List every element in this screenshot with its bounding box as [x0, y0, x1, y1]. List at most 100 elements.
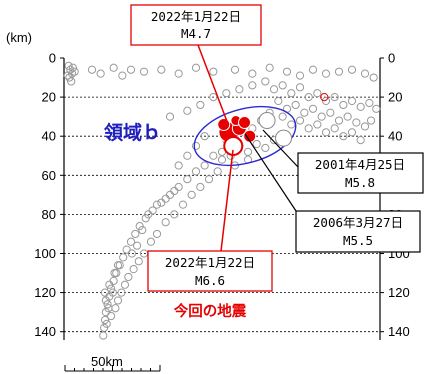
- hypocenter-point: [317, 112, 326, 121]
- callout-line-2006: [244, 133, 297, 212]
- hypocenter-point: [68, 63, 78, 72]
- hypocenter-point: [230, 65, 240, 74]
- hypocenter-point: [308, 104, 318, 113]
- y-tick-label-left: 0: [49, 51, 56, 66]
- hypocenter-point: [113, 296, 123, 305]
- hypocenter-point: [170, 210, 179, 219]
- hypocenter-point: [282, 67, 292, 76]
- annotation-m66-mag: M6.6: [195, 273, 225, 288]
- hypocenter-point: [126, 65, 136, 74]
- hypocenter-point: [117, 288, 126, 297]
- hypocenter-point-red: [320, 93, 329, 102]
- hypocenter-point: [321, 69, 331, 78]
- annotation-2006-mag: M5.5: [343, 233, 373, 248]
- hypocenter-point: [313, 120, 322, 129]
- hypocenter-point: [70, 67, 79, 76]
- hypocenter-point: [96, 69, 105, 78]
- hypocenter-point: [269, 85, 279, 94]
- hypocenter-point: [106, 311, 116, 321]
- annotation-2001-mag: M5.8: [345, 175, 375, 190]
- y-tick-label-left: 20: [42, 90, 56, 105]
- annotation-2022-m47: 2022年1月22日 M4.7: [130, 4, 262, 46]
- y-tick-label-right: 20: [388, 90, 402, 105]
- hypocenter-point: [356, 102, 365, 111]
- annotation-m47-date: 2022年1月22日: [151, 9, 241, 24]
- scale-bar: 50km: [64, 354, 161, 372]
- hypocenter-point: [235, 85, 244, 94]
- hypocenter-point: [152, 229, 162, 239]
- hypocenter-point: [304, 124, 313, 133]
- callout-line-2001: [262, 129, 299, 168]
- hypocenter-point: [287, 89, 296, 98]
- hypocenter-point: [295, 83, 305, 92]
- hypocenter-point: [109, 276, 118, 285]
- hypocenter-point: [120, 280, 130, 289]
- hypocenter-point: [111, 304, 120, 313]
- y-tick-label-left: 40: [42, 129, 56, 144]
- y-tick-label-left: 80: [42, 207, 56, 222]
- region-b-label: 領域ｂ: [104, 121, 161, 144]
- annotation-m47-mag: M4.7: [181, 26, 211, 41]
- hypocenter-point: [300, 108, 309, 117]
- hypocenter-point: [196, 182, 205, 192]
- hypocenter-point: [144, 210, 153, 219]
- hypocenter-point: [209, 151, 218, 160]
- hypocenter-point: [326, 108, 335, 117]
- current-event-label: 今回の地震: [173, 302, 247, 320]
- hypocenter-point: [347, 128, 357, 137]
- historical-event-point: [258, 112, 276, 130]
- scale-bar-label: 50km: [91, 354, 123, 369]
- hypocenter-point: [170, 186, 179, 196]
- hypocenter-point: [165, 112, 175, 121]
- y-axis-left: 0 20 40 60 80 100 120 140: [34, 51, 56, 340]
- hypocenter-point: [112, 268, 121, 278]
- y-tick-label-left: 140: [34, 324, 56, 339]
- region-b-ellipse: [193, 105, 297, 167]
- hypocenter-point: [360, 69, 370, 78]
- hypocenter-point: [161, 194, 170, 203]
- hypocenter-point: [222, 89, 231, 98]
- hypocenter-point: [291, 100, 300, 110]
- hypocenter-point: [101, 296, 110, 305]
- hypocenter-point: [165, 190, 175, 199]
- hypocenter-point: [304, 93, 313, 102]
- hypocenter-point: [360, 122, 370, 131]
- hypocenter-point: [243, 147, 253, 156]
- hypocenter-point: [129, 265, 138, 274]
- callout-line-m66: [220, 149, 234, 252]
- hypocenter-point: [115, 261, 124, 270]
- hypocenter-point: [287, 120, 296, 129]
- hypocenter-point: [252, 139, 261, 149]
- hypocenter-point: [334, 116, 344, 125]
- hypocenter-point: [356, 136, 365, 145]
- callout-line-m47: [194, 36, 229, 125]
- y-tick-label-right: 0: [388, 51, 395, 66]
- hypocenter-point: [100, 315, 110, 325]
- hypocenter-point: [209, 93, 218, 102]
- hypocenter-point: [100, 288, 110, 297]
- hypocenter-point: [343, 112, 352, 121]
- hypocenter-point: [178, 200, 188, 209]
- hypocenter-point: [119, 253, 128, 262]
- background-hypocenters: [63, 61, 381, 340]
- hypocenter-point: [183, 151, 192, 160]
- hypocenter-point: [196, 100, 205, 110]
- current-event-point: [217, 117, 231, 131]
- hypocenter-point: [127, 249, 136, 258]
- hypocenter-point: [134, 257, 143, 266]
- y-tick-label-left: 60: [42, 168, 56, 183]
- annotation-m66-date: 2022年1月22日: [165, 255, 255, 270]
- hypocenter-point: [217, 155, 227, 164]
- hypocenter-point: [131, 229, 140, 239]
- hypocenter-point: [209, 67, 218, 76]
- hypocenter-point: [278, 112, 287, 121]
- hypocenter-point: [365, 98, 374, 108]
- hypocenter-point: [261, 77, 270, 86]
- hypocenter-point: [102, 319, 111, 328]
- hypocenter-point: [146, 237, 156, 246]
- current-event-point: [238, 116, 252, 130]
- hypocenter-point: [187, 190, 196, 199]
- hypocenter-point: [265, 63, 274, 72]
- hypocenter-point: [139, 67, 149, 76]
- hypocenter-point: [157, 198, 166, 207]
